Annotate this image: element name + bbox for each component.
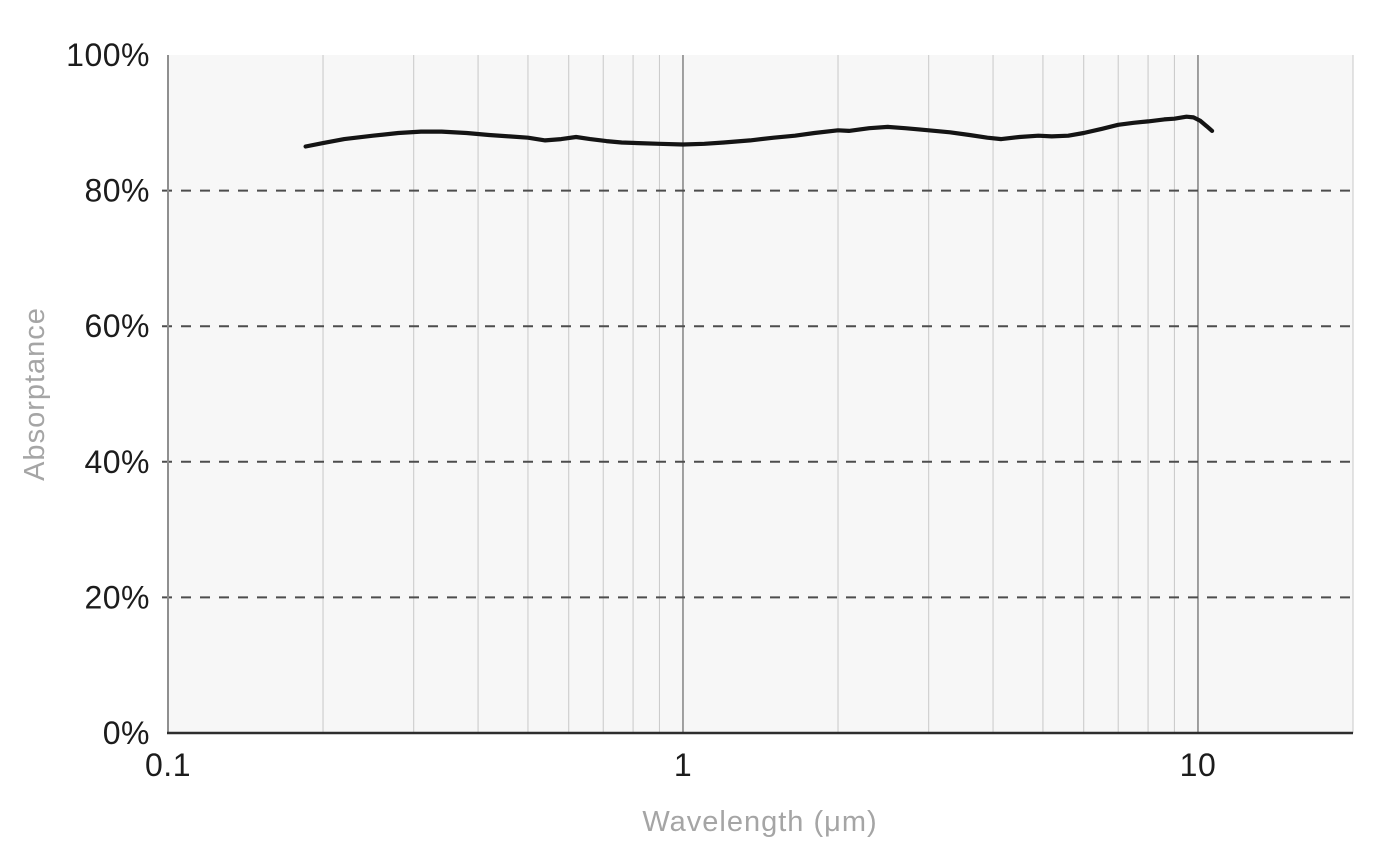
- tick-label-layer: 0% 20% 40% 60% 80% 100% 0.1 1 10: [66, 37, 1216, 783]
- x-tick-label: 0.1: [145, 747, 191, 783]
- y-tick-label: 0%: [103, 715, 150, 751]
- absorptance-line: [303, 114, 1215, 149]
- plot-background-layer: [168, 55, 1353, 733]
- y-tick-label: 20%: [84, 579, 150, 615]
- y-tick-label: 100%: [66, 37, 150, 73]
- y-tick-label: 40%: [84, 444, 150, 480]
- y-axis-title: Absorptance: [19, 307, 51, 481]
- series-layer: [303, 114, 1215, 149]
- x-axis-title: Wavelength (μm): [642, 806, 877, 838]
- x-tick-label: 10: [1180, 747, 1217, 783]
- y-tick-label: 60%: [84, 308, 150, 344]
- plot-area: [168, 55, 1353, 733]
- y-tick-label: 80%: [84, 173, 150, 209]
- x-tick-label: 1: [674, 747, 692, 783]
- gridline-layer: [162, 55, 1354, 735]
